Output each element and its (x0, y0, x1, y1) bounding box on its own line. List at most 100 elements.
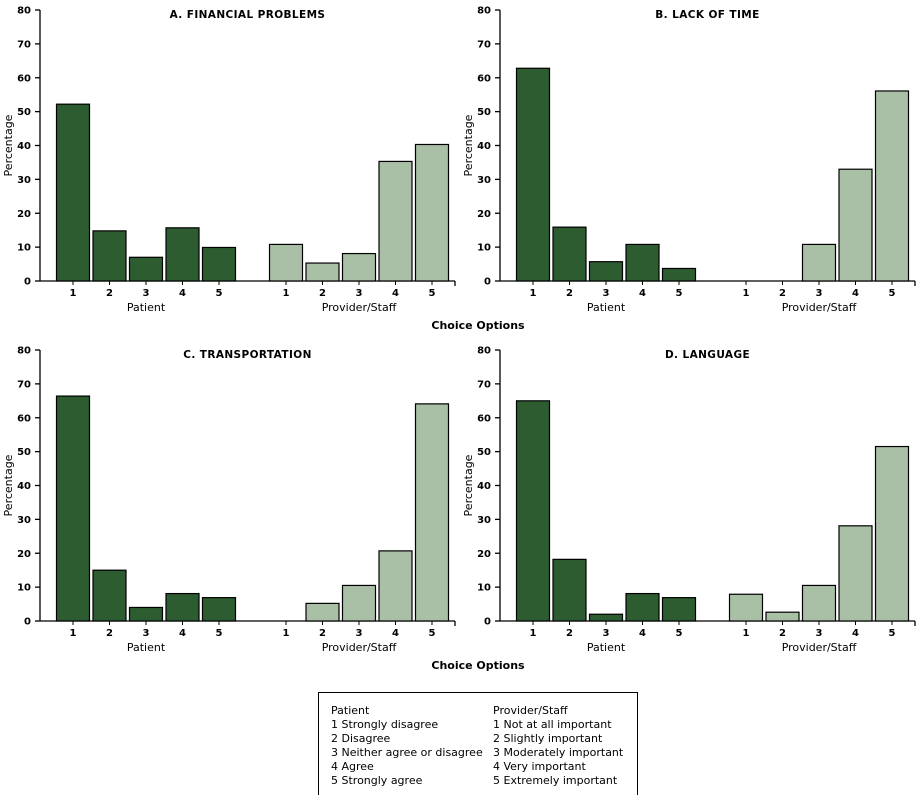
y-tick-label: 50 (17, 107, 31, 118)
legend-column-provider-staff: Provider/Staff 1 Not at all important 2 … (493, 704, 623, 788)
y-tick-label: 30 (17, 175, 31, 186)
chart-row-top: 0 10 20 30 40 50 60 70 80 Percentage A. FINANCIAL … (0, 0, 920, 316)
panel-title: C. TRANSPORTATION (183, 349, 312, 361)
panel-c-transportation: 0 10 20 30 40 50 60 70 80 Percentage C. TRANSPORTA… (2, 346, 456, 654)
bar-provider-staff-4 (838, 168, 873, 282)
legend-item: 2 Disagree (331, 732, 391, 745)
group-label: Provider/Staff (782, 641, 857, 654)
x-tick-label: 4 (179, 628, 186, 639)
y-tick-label: 70 (17, 379, 31, 390)
x-tick-label: 3 (356, 628, 363, 639)
x-tick-label: 5 (676, 628, 683, 639)
x-tick-label: 1 (530, 288, 537, 299)
y-tick-label: 70 (477, 379, 491, 390)
bar-provider-staff-4 (378, 160, 413, 282)
bar-patient-2 (552, 226, 587, 282)
y-tick-label: 40 (17, 141, 31, 152)
y-tick-label: 20 (477, 209, 491, 220)
panel-title: B. LACK OF TIME (655, 9, 759, 21)
panel-title: A. FINANCIAL PROBLEMS (170, 9, 326, 21)
x-tick-label: 3 (143, 288, 150, 299)
legend-item: 4 Agree (331, 760, 374, 773)
x-tick-label: 5 (676, 288, 683, 299)
x-axis-title-bottom: Choice Options (431, 659, 525, 672)
bar-patient-1 (515, 67, 551, 282)
legend: Patient 1 Strongly disagree 2 Disagree 3… (0, 692, 920, 795)
x-tick-label: 2 (566, 288, 573, 299)
y-axis-title: Percentage (462, 114, 475, 176)
y-tick-label: 0 (484, 617, 491, 628)
x-tick-label: 1 (70, 628, 77, 639)
bar-patient-1 (55, 103, 91, 282)
bar-provider-staff-3 (341, 584, 377, 622)
legend-item: 4 Very important (493, 760, 586, 773)
y-tick-label: 10 (477, 243, 491, 254)
y-tick-label: 30 (477, 515, 491, 526)
legend-item: 5 Strongly agree (331, 774, 423, 787)
x-tick-label: 1 (530, 628, 537, 639)
y-tick-label: 80 (477, 6, 491, 17)
x-tick-label: 3 (356, 288, 363, 299)
bar-provider-staff-3 (341, 252, 377, 282)
x-tick-label: 5 (889, 628, 896, 639)
bar-provider-staff-1 (268, 243, 304, 282)
x-tick-label: 2 (779, 628, 786, 639)
bar-provider-staff-5 (414, 403, 450, 622)
y-tick-label: 20 (17, 209, 31, 220)
x-tick-label: 3 (816, 628, 823, 639)
y-tick-label: 40 (477, 141, 491, 152)
y-tick-label: 0 (24, 617, 31, 628)
bar-patient-4 (165, 227, 200, 282)
y-tick-label: 60 (17, 73, 31, 84)
x-tick-label: 5 (216, 288, 223, 299)
bar-provider-staff-5 (414, 143, 450, 282)
legend-item: 3 Moderately important (493, 746, 624, 759)
y-tick-label: 20 (17, 549, 31, 560)
bar-provider-staff-3 (801, 584, 837, 622)
y-tick-label: 20 (477, 549, 491, 560)
y-tick-label: 0 (484, 277, 491, 288)
x-tick-label: 5 (889, 288, 896, 299)
bar-patient-5 (661, 597, 697, 622)
y-tick-label: 60 (477, 413, 491, 424)
legend-item: 2 Slightly important (493, 732, 603, 745)
legend-item: 5 Extremely important (493, 774, 618, 787)
bar-patient-2 (92, 230, 127, 282)
y-tick-label: 30 (477, 175, 491, 186)
bar-patient-4 (625, 243, 660, 282)
x-tick-label: 3 (603, 288, 610, 299)
x-tick-label: 3 (816, 288, 823, 299)
panel-d-language: 0 10 20 30 40 50 60 70 80 Percentage D. LANGUAGE 1 2… (462, 346, 916, 654)
group-label: Patient (127, 641, 166, 654)
x-tick-label: 5 (429, 288, 436, 299)
y-tick-label: 50 (477, 107, 491, 118)
bar-patient-4 (625, 592, 660, 622)
x-tick-label: 2 (779, 288, 786, 299)
x-tick-label: 4 (852, 628, 859, 639)
bar-provider-staff-2 (305, 602, 340, 622)
legend-column-patient: Patient 1 Strongly disagree 2 Disagree 3… (331, 704, 493, 788)
group-label: Provider/Staff (782, 301, 857, 314)
bar-patient-5 (201, 597, 237, 622)
bar-provider-staff-4 (838, 525, 873, 622)
y-tick-label: 30 (17, 515, 31, 526)
group-label: Provider/Staff (322, 301, 397, 314)
legend-header-patient: Patient (331, 704, 370, 717)
y-tick-label: 10 (17, 243, 31, 254)
x-tick-label: 1 (743, 288, 750, 299)
x-tick-label: 4 (392, 288, 399, 299)
bar-patient-1 (515, 400, 551, 622)
legend-item: 3 Neither agree or disagree (331, 746, 483, 759)
group-label: Patient (127, 301, 166, 314)
panel-a-financial-problems: 0 10 20 30 40 50 60 70 80 Percentage A. FINANCIAL … (2, 6, 456, 314)
y-axis-title: Percentage (2, 114, 15, 176)
bar-provider-staff-5 (874, 90, 910, 282)
x-tick-label: 5 (216, 628, 223, 639)
y-tick-label: 40 (17, 481, 31, 492)
bar-provider-staff-4 (378, 550, 413, 622)
bar-patient-3 (128, 606, 164, 622)
y-axis-title: Percentage (2, 454, 15, 516)
bar-provider-staff-3 (801, 243, 837, 282)
y-tick-label: 80 (17, 346, 31, 357)
